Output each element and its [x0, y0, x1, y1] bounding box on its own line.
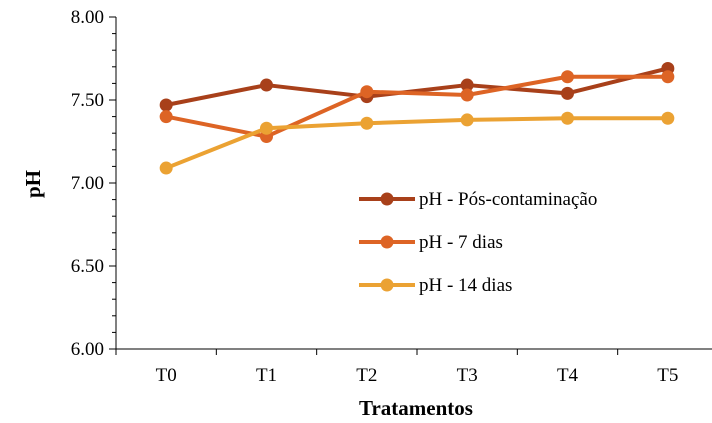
y-axis-title: pH [21, 170, 45, 198]
x-tick-label: T2 [356, 365, 377, 386]
series-3-point [159, 161, 173, 175]
series-1-point [260, 78, 273, 92]
series-1-point [159, 98, 173, 112]
series-line-3 [165, 116, 668, 170]
legend-label-2: pH - 7 dias [419, 232, 503, 253]
x-tick-label: T3 [457, 365, 478, 386]
legend-marker-3 [380, 278, 394, 292]
x-tick-label: T1 [256, 365, 277, 386]
series-3-point [460, 113, 474, 127]
series-1-point [561, 86, 574, 100]
y-tick-label: 6.00 [71, 339, 104, 360]
x-tick-label: T4 [557, 365, 579, 386]
x-tick-label: T5 [657, 365, 678, 386]
series-2-point [159, 110, 173, 124]
series-2-point [460, 88, 474, 102]
series-3-point [360, 116, 374, 130]
y-tick-label: 7.50 [71, 90, 104, 111]
legend-marker-2 [380, 235, 394, 249]
series-1-point [460, 78, 474, 92]
series-2-point [360, 85, 374, 99]
series-3-point [661, 111, 675, 125]
series-line-1 [165, 66, 669, 107]
y-axis-ticks: 6.00 6.50 7.00 7.50 8.00 [71, 7, 116, 360]
x-tick-label: T0 [156, 365, 177, 386]
x-axis-ticks: T0 T1 T2 T3 T4 T5 [115, 349, 678, 386]
series-group [159, 61, 675, 175]
series-2-point [561, 70, 574, 84]
x-axis-title: Tratamentos [359, 396, 473, 420]
y-tick-label: 6.50 [71, 256, 104, 277]
series-3-point [260, 121, 273, 135]
y-tick-label: 7.00 [71, 173, 104, 194]
legend-label-1: pH - Pós-contaminação [419, 189, 597, 210]
legend-label-3: pH - 14 dias [419, 275, 512, 296]
y-tick-label: 8.00 [71, 7, 104, 28]
axes [115, 17, 712, 350]
series-2-point [661, 70, 675, 84]
series-3-point [561, 111, 574, 125]
legend: pH - Pós-contaminação pH - 7 dias pH - 14 … [359, 189, 597, 296]
legend-marker-1 [380, 192, 394, 206]
